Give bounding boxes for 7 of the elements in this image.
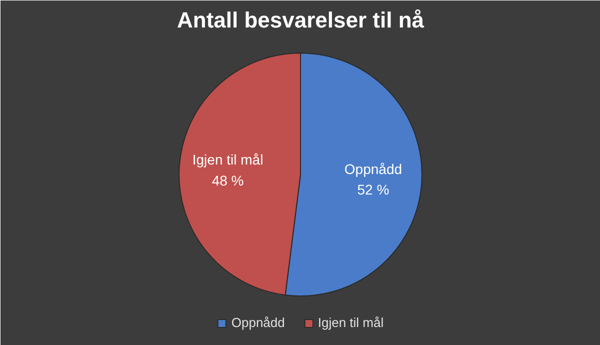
slice-label: Igjen til mål bbox=[192, 152, 264, 168]
legend-label: Oppnådd bbox=[231, 315, 285, 330]
data-label: 48 % bbox=[212, 172, 244, 188]
chart-title: Antall besvarelser til nå bbox=[177, 8, 425, 32]
slice-label: Oppnådd bbox=[344, 160, 402, 177]
legend-label: Igjen til mål bbox=[318, 315, 384, 330]
data-label: 52 % bbox=[357, 182, 390, 198]
